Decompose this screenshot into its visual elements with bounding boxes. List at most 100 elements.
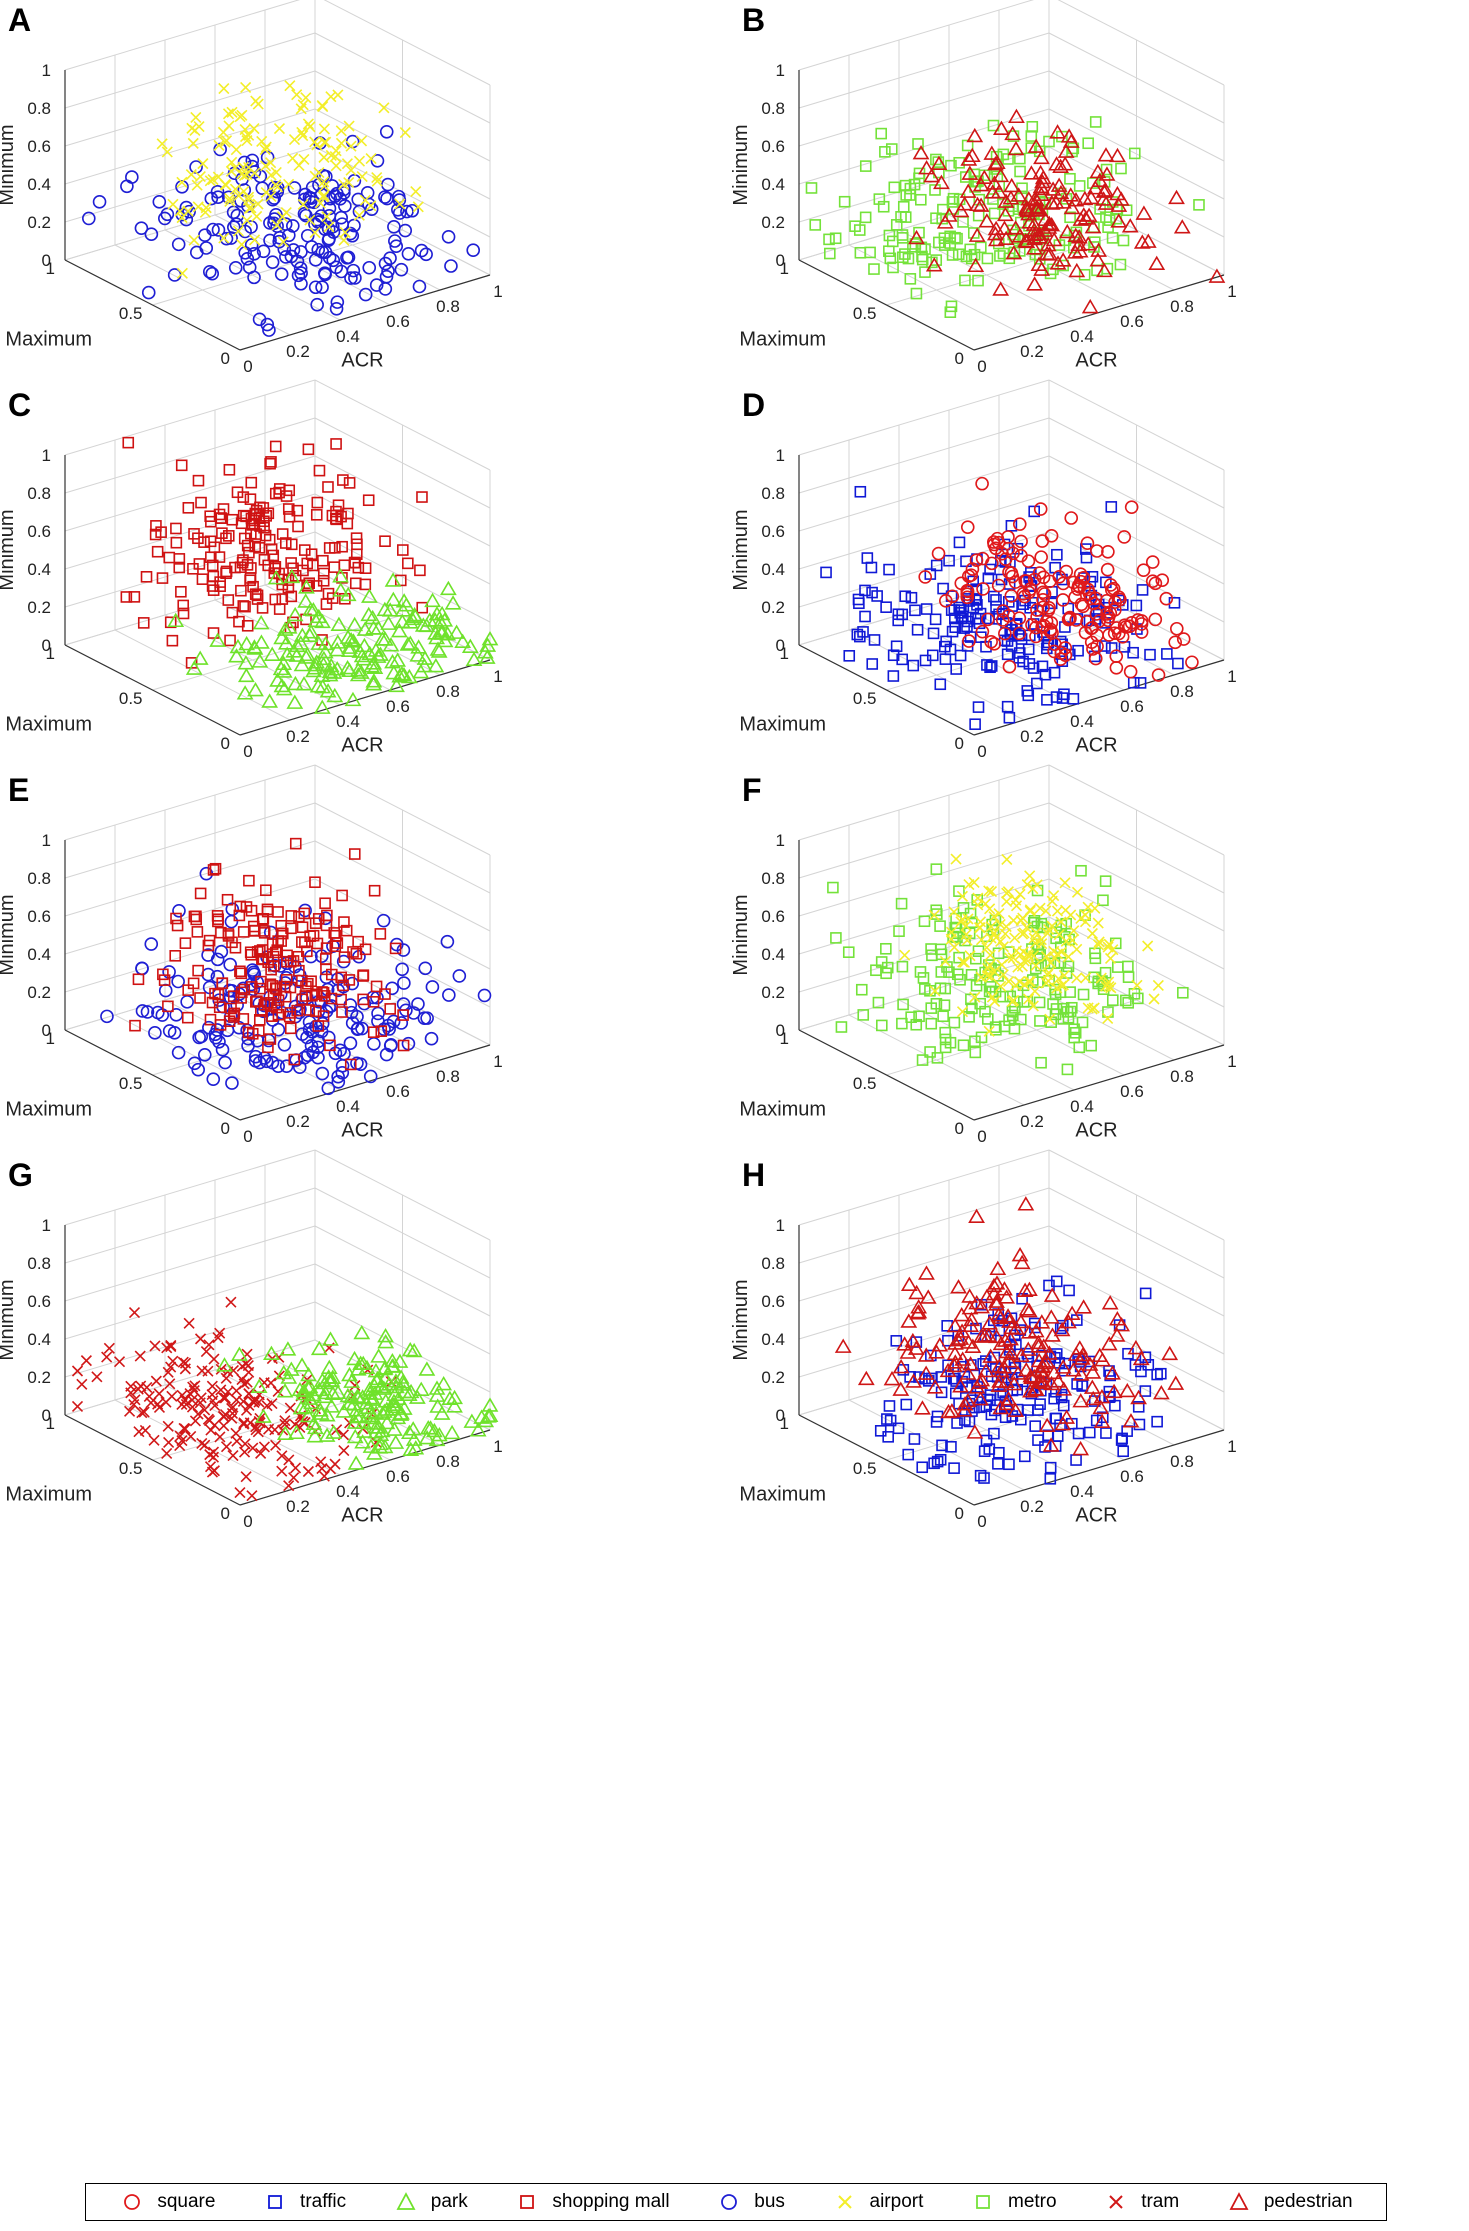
data-point-metro <box>939 1026 951 1039</box>
data-point-bus <box>224 914 239 929</box>
data-point-traffic <box>980 640 992 653</box>
data-point-park <box>263 1345 280 1360</box>
data-point-traffic <box>866 586 878 599</box>
data-point-shopping-mall <box>175 459 188 472</box>
data-point-shopping-mall <box>233 909 246 922</box>
data-point-park <box>385 664 403 680</box>
data-point-shopping-mall <box>344 1058 357 1071</box>
data-point-metro <box>1014 152 1026 165</box>
data-point-shopping-mall <box>322 481 334 493</box>
data-point-airport <box>345 164 357 176</box>
data-point-pedestrian <box>883 1370 901 1386</box>
data-point-tram <box>91 1371 103 1383</box>
x-tick-label: 0.4 <box>336 1097 360 1116</box>
data-point-pedestrian <box>961 1300 979 1315</box>
data-point-tram <box>289 1462 302 1474</box>
data-point-pedestrian <box>1033 1314 1051 1329</box>
data-point-pedestrian <box>912 144 930 160</box>
data-point-bus <box>424 1031 439 1046</box>
data-point-pedestrian <box>985 1285 1003 1301</box>
data-point-shopping-mall <box>170 536 183 549</box>
data-point-tram <box>162 1420 174 1432</box>
data-point-park <box>309 678 327 693</box>
data-point-bus <box>389 239 404 254</box>
y-tick-label: 1 <box>46 644 55 663</box>
data-point-park <box>295 676 313 691</box>
data-point-pedestrian <box>987 231 1005 247</box>
x-tick-label: 0.8 <box>1170 682 1194 701</box>
data-point-pedestrian <box>998 1289 1016 1304</box>
data-point-bus <box>171 1045 186 1060</box>
data-point-airport <box>1010 979 1022 991</box>
data-point-square <box>1101 544 1115 559</box>
data-point-shopping-mall <box>224 634 236 647</box>
data-point-bus <box>171 974 185 989</box>
y-axis <box>64 644 241 736</box>
data-point-pedestrian <box>1010 187 1028 202</box>
data-point-pedestrian <box>1020 1324 1038 1339</box>
chart-F: 00.20.40.60.8100.5100.20.40.60.81ACRMaxi… <box>730 764 1237 1146</box>
gridline <box>798 70 1050 147</box>
x-tick-label: 0.6 <box>386 697 410 716</box>
data-point-square <box>1021 554 1036 568</box>
data-point-airport <box>1048 945 1060 957</box>
data-point-pedestrian <box>1044 1327 1061 1342</box>
data-point-traffic <box>880 601 892 613</box>
data-point-metro <box>857 1009 870 1021</box>
data-point-traffic <box>1011 542 1024 555</box>
y-tick-label: 0 <box>221 349 230 368</box>
data-point-park <box>245 639 263 654</box>
data-point-shopping-mall <box>397 1039 410 1052</box>
data-point-tram <box>205 1424 217 1436</box>
data-point-airport <box>194 171 206 183</box>
data-point-shopping-mall <box>241 559 254 571</box>
data-point-shopping-mall <box>284 955 297 968</box>
y-axis <box>798 1029 975 1121</box>
data-point-airport <box>1027 1000 1039 1012</box>
data-point-tram <box>183 1317 195 1329</box>
data-point-metro <box>1043 135 1055 148</box>
x-tick-label: 0.4 <box>1070 712 1094 731</box>
data-point-bus <box>295 1027 310 1041</box>
data-point-park <box>306 1428 324 1443</box>
series-metro <box>827 863 1189 1076</box>
data-point-bus <box>315 1066 330 1081</box>
data-point-metro <box>975 241 987 254</box>
data-point-metro <box>970 952 982 965</box>
data-point-square <box>960 590 975 605</box>
data-point-bus <box>182 204 196 219</box>
data-point-bus <box>380 191 394 206</box>
data-point-park <box>463 1413 481 1428</box>
z-tick-label: 0.8 <box>761 1254 785 1273</box>
data-point-park <box>346 1350 363 1366</box>
data-point-tram <box>164 1378 176 1390</box>
data-point-tram <box>113 1356 126 1368</box>
data-point-metro <box>1106 994 1119 1006</box>
z-tick-label: 1 <box>776 1216 785 1235</box>
data-point-airport <box>217 126 229 138</box>
y-axis-label: Maximum <box>5 1099 92 1121</box>
data-point-airport <box>963 879 975 891</box>
data-point-park <box>444 595 462 610</box>
data-point-pedestrian <box>1019 1341 1037 1356</box>
data-point-tram <box>209 1399 221 1412</box>
data-point-park <box>373 1422 391 1438</box>
data-point-bus <box>370 153 385 168</box>
data-point-airport <box>1071 943 1083 955</box>
data-point-traffic <box>883 563 895 576</box>
data-point-metro <box>953 885 965 897</box>
data-point-pedestrian <box>989 1260 1007 1276</box>
data-point-airport <box>335 125 347 137</box>
gridline <box>1048 146 1225 238</box>
data-point-shopping-mall <box>207 864 220 876</box>
data-point-traffic <box>1016 1292 1028 1305</box>
data-point-shopping-mall <box>233 615 245 628</box>
z-tick-label: 0.8 <box>27 869 51 888</box>
data-point-traffic <box>1086 570 1099 583</box>
y-tick-label: 0.5 <box>853 1459 877 1478</box>
data-point-pedestrian <box>1045 1364 1063 1380</box>
data-point-tram <box>241 1348 253 1360</box>
data-point-square <box>1043 624 1058 639</box>
data-point-park <box>231 1346 248 1361</box>
x-tick-label: 1 <box>1227 282 1236 301</box>
